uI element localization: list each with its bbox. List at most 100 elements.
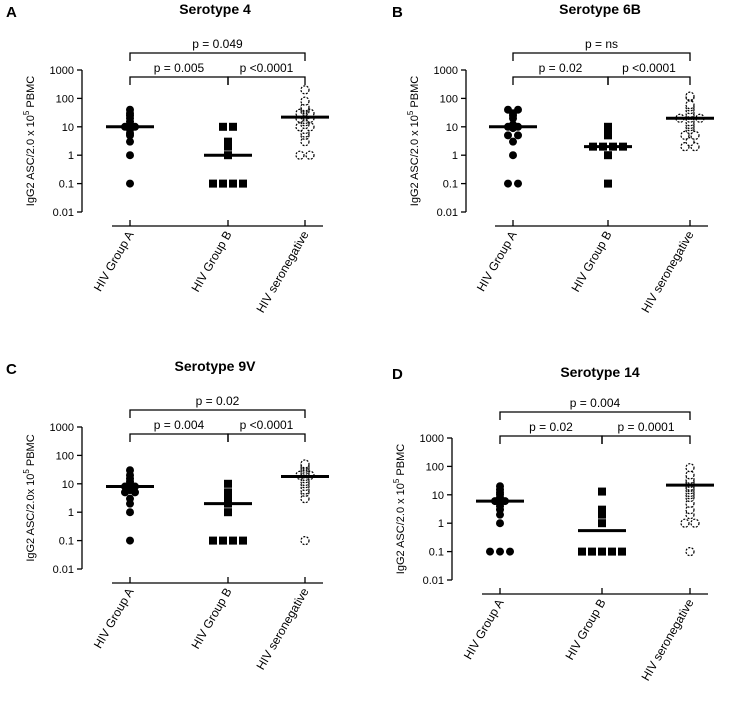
data-point-open-circle	[300, 85, 310, 95]
data-point-filled-circle	[126, 536, 134, 545]
data-point-open-circle	[305, 150, 315, 160]
y-tick-label: 0.01	[437, 207, 458, 219]
p-value-label: p = 0.0001	[617, 420, 674, 434]
chart-panel-b: B Serotype 6B 1000 100 10 1 0.1 0.01 IgG2 ASC/2.…	[392, 1, 714, 315]
y-tick-label: 0.1	[59, 179, 74, 191]
chart-panel-c: C Serotype 9V 1000 100 10 1 0.1 0.01 IgG2 ASC/2.…	[6, 358, 329, 672]
data-point-filled-circle	[496, 547, 504, 556]
data-point-square	[598, 547, 606, 556]
y-axis-label-main: IgG2 ASC/2.0x 10	[25, 474, 37, 562]
y-tick-label: 1	[438, 518, 444, 530]
data-point-filled-circle	[509, 137, 517, 146]
y-tick-label: 10	[62, 479, 74, 491]
panel-title: Serotype 9V	[175, 358, 257, 374]
data-point-square	[224, 142, 232, 151]
data-point-square	[604, 179, 612, 188]
y-axis-label-tail: PBMC	[25, 434, 37, 469]
data-point-square	[219, 179, 227, 188]
y-axis-label-main: IgG2 ASC/2.0 x 10	[25, 115, 37, 206]
data-point-open-circle	[300, 535, 310, 546]
data-point-square	[598, 487, 606, 496]
y-tick-label: 10	[432, 490, 444, 502]
y-tick-label: 0.1	[429, 547, 444, 559]
x-category-label: HIV seronegative	[253, 228, 311, 315]
data-point-filled-circle	[126, 137, 134, 146]
y-tick-label: 10	[446, 122, 458, 134]
data-point-filled-circle	[514, 179, 522, 188]
y-axis-label-tail: PBMC	[409, 76, 421, 111]
data-point-open-circle	[295, 150, 305, 160]
data-point-square	[578, 547, 586, 556]
y-axis-label-sup: 5	[22, 469, 31, 474]
significance-bracket	[129, 76, 229, 85]
data-point-open-circle	[680, 142, 690, 152]
data-point-open-circle	[300, 96, 310, 106]
significance-bracket	[601, 435, 691, 444]
p-value-label: p = 0.004	[570, 396, 621, 410]
chart-panel-a: A Serotype 4 1000 100 10 1 0.1 0.01 IgG2 ASC/2.0…	[6, 1, 329, 315]
data-point-square	[604, 151, 612, 160]
data-point-open-circle	[685, 546, 695, 557]
significance-bracket	[227, 433, 306, 442]
data-point-filled-circle	[514, 131, 522, 140]
x-category-label: HIV seronegative	[253, 585, 311, 672]
p-value-label: p = 0.02	[196, 394, 240, 408]
data-point-square	[604, 131, 612, 140]
x-category-label: HIV Group A	[461, 597, 507, 662]
data-point-open-circle	[685, 470, 695, 480]
y-axis-label: IgG2 ASC/2.0x 105 PBMC	[22, 434, 37, 561]
data-point-square	[604, 127, 612, 136]
y-axis-label-main: IgG2 ASC/2.0 x 10	[409, 115, 421, 206]
data-point-open-circle	[680, 130, 690, 140]
y-axis-label-tail: PBMC	[25, 76, 37, 111]
data-point-square	[229, 536, 237, 545]
y-tick-label: 1	[68, 507, 74, 519]
data-point-filled-circle	[126, 179, 134, 188]
y-tick-label: 100	[426, 461, 444, 473]
y-tick-label: 1000	[50, 65, 74, 77]
significance-bracket	[499, 411, 691, 420]
data-point-square	[618, 547, 626, 556]
data-point-square	[219, 536, 227, 545]
significance-bracket	[512, 76, 609, 85]
p-value-label: p <0.0001	[240, 418, 294, 432]
data-point-open-circle	[685, 100, 695, 110]
data-point-filled-circle	[506, 547, 514, 556]
p-value-label: p <0.0001	[240, 61, 294, 75]
y-tick-label: 1000	[434, 65, 458, 77]
significance-bracket	[512, 52, 691, 61]
y-tick-label: 0.01	[53, 207, 74, 219]
data-point-filled-circle	[504, 131, 512, 140]
data-point-filled-circle	[496, 519, 504, 528]
panel-title: Serotype 4	[179, 1, 251, 17]
data-point-filled-circle	[504, 179, 512, 188]
y-tick-label: 0.1	[59, 536, 74, 548]
y-tick-label: 1000	[50, 422, 74, 434]
significance-bracket	[499, 435, 603, 444]
panel-label: C	[6, 361, 17, 378]
data-point-square	[219, 122, 227, 131]
x-category-label: HIV Group B	[568, 229, 614, 295]
data-point-square	[598, 519, 606, 528]
data-point-filled-circle	[126, 105, 134, 114]
y-axis-label-sup: 5	[406, 110, 415, 115]
panel-title: Serotype 14	[560, 364, 640, 380]
y-tick-label: 1	[452, 150, 458, 162]
p-value-label: p = 0.02	[539, 61, 583, 75]
y-tick-label: 1	[68, 150, 74, 162]
data-point-square	[598, 510, 606, 519]
data-point-open-circle	[685, 463, 695, 473]
panel-title: Serotype 6B	[559, 1, 641, 17]
x-category-label: HIV Group A	[91, 229, 137, 294]
data-point-square	[224, 488, 232, 497]
data-point-square	[229, 122, 237, 131]
y-tick-label: 100	[56, 450, 74, 462]
data-point-square	[239, 536, 247, 545]
x-category-label: HIV Group B	[188, 586, 234, 652]
x-category-label: HIV Group A	[474, 229, 520, 294]
data-point-filled-circle	[126, 494, 134, 503]
data-point-square	[229, 179, 237, 188]
y-tick-label: 0.01	[53, 564, 74, 576]
data-point-square	[588, 547, 596, 556]
